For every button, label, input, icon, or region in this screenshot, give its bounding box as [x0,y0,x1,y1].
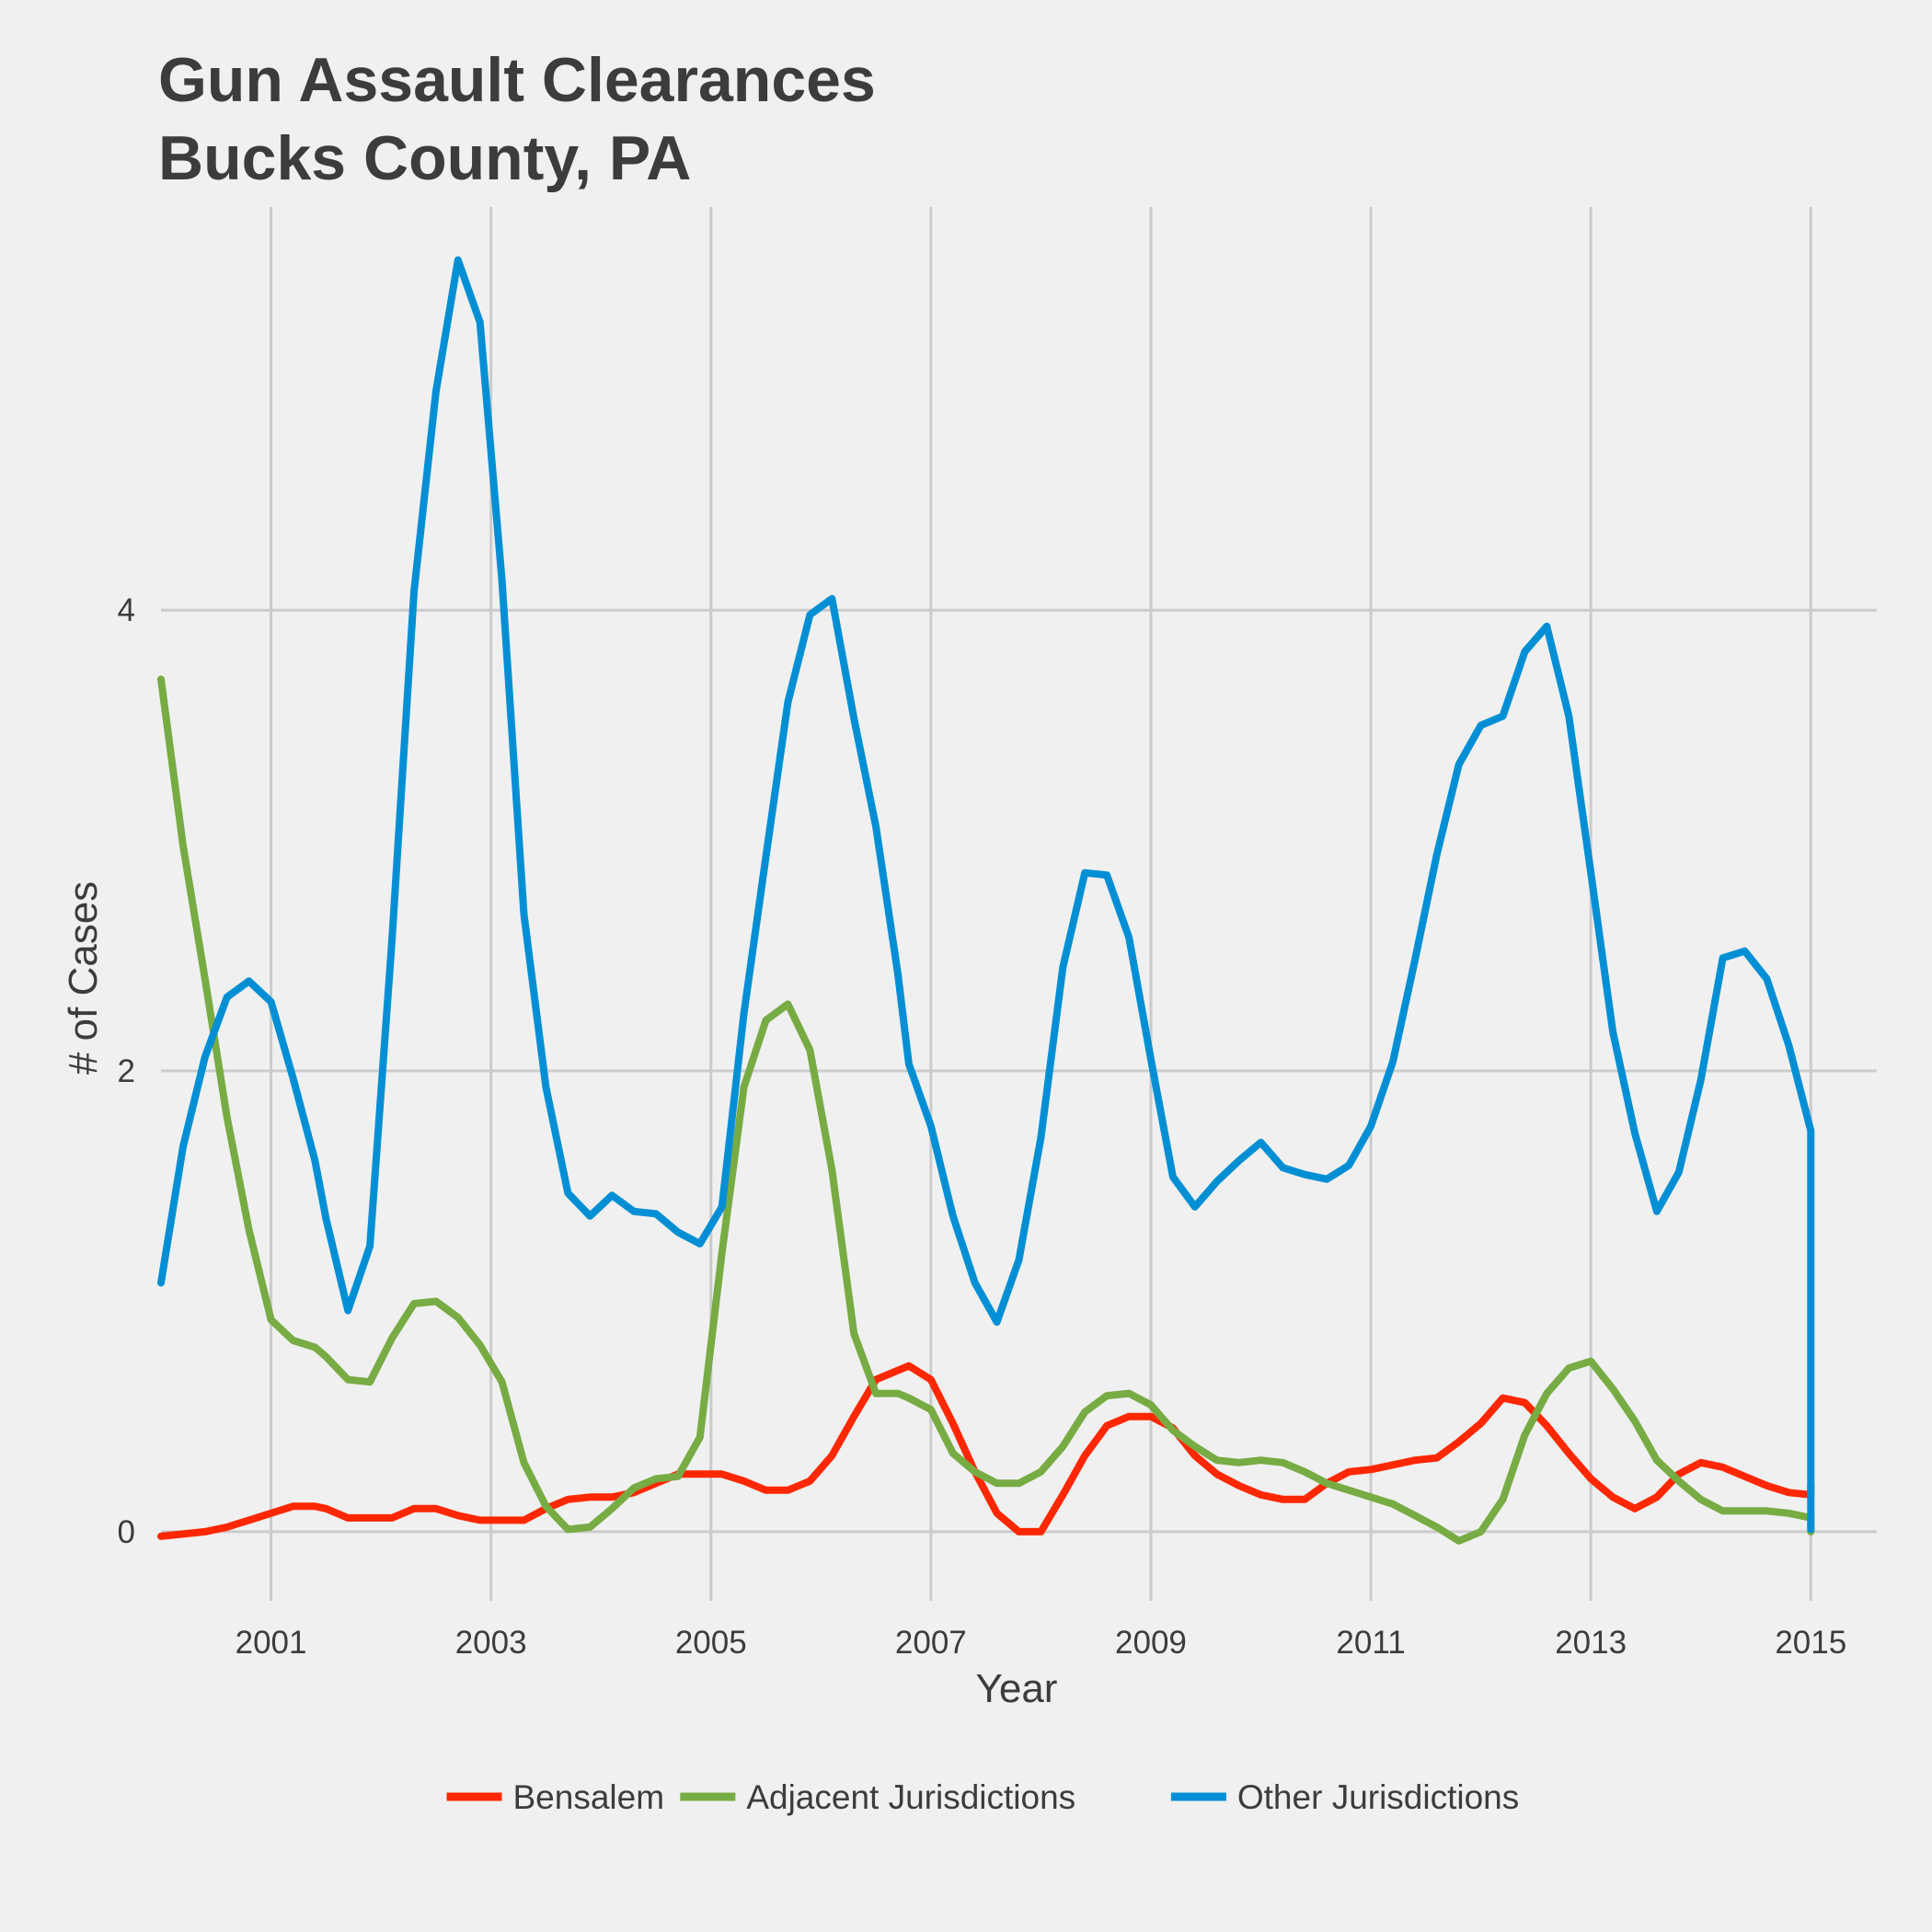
y-tick-label-4: 4 [118,592,135,628]
y-tick-label-2: 2 [118,1053,135,1089]
x-tick-label-2003: 2003 [455,1625,527,1661]
legend-label-adjacent-jurisdictions: Adjacent Jurisdictions [746,1778,1075,1816]
x-tick-label-2009: 2009 [1115,1625,1187,1661]
series-line-adjacent-jurisdictions [157,675,1815,1545]
x-tick-label-2005: 2005 [675,1625,747,1661]
x-tick-label-2001: 2001 [236,1625,307,1661]
x-tick-label-2015: 2015 [1775,1625,1846,1661]
series-line-other-jurisdictions [157,256,1815,1534]
x-tick-label-2013: 2013 [1555,1625,1627,1661]
series-lines [157,256,1815,1545]
y-tick-labels: 0 2 4 [118,592,135,1550]
series-line-bensalem [157,1362,1815,1540]
grid-lines [161,207,1877,1601]
chart-title-line-2: Bucks County, PA [158,123,691,193]
x-tick-label-2011: 2011 [1336,1625,1405,1661]
legend: Bensalem Adjacent Jurisdictions Other Juri… [446,1778,1519,1816]
x-tick-label-2007: 2007 [895,1625,967,1661]
legend-label-bensalem: Bensalem [512,1778,664,1816]
y-tick-label-0: 0 [118,1514,135,1550]
x-axis-label: Year [976,1666,1058,1711]
x-tick-labels: 2001 2003 2005 2007 2009 2011 2013 2015 [236,1625,1847,1661]
legend-label-other-jurisdictions: Other Jurisdictions [1237,1778,1519,1816]
chart-title-line-1: Gun Assault Clearances [158,45,876,115]
y-axis-label: # of Cases [61,881,106,1075]
